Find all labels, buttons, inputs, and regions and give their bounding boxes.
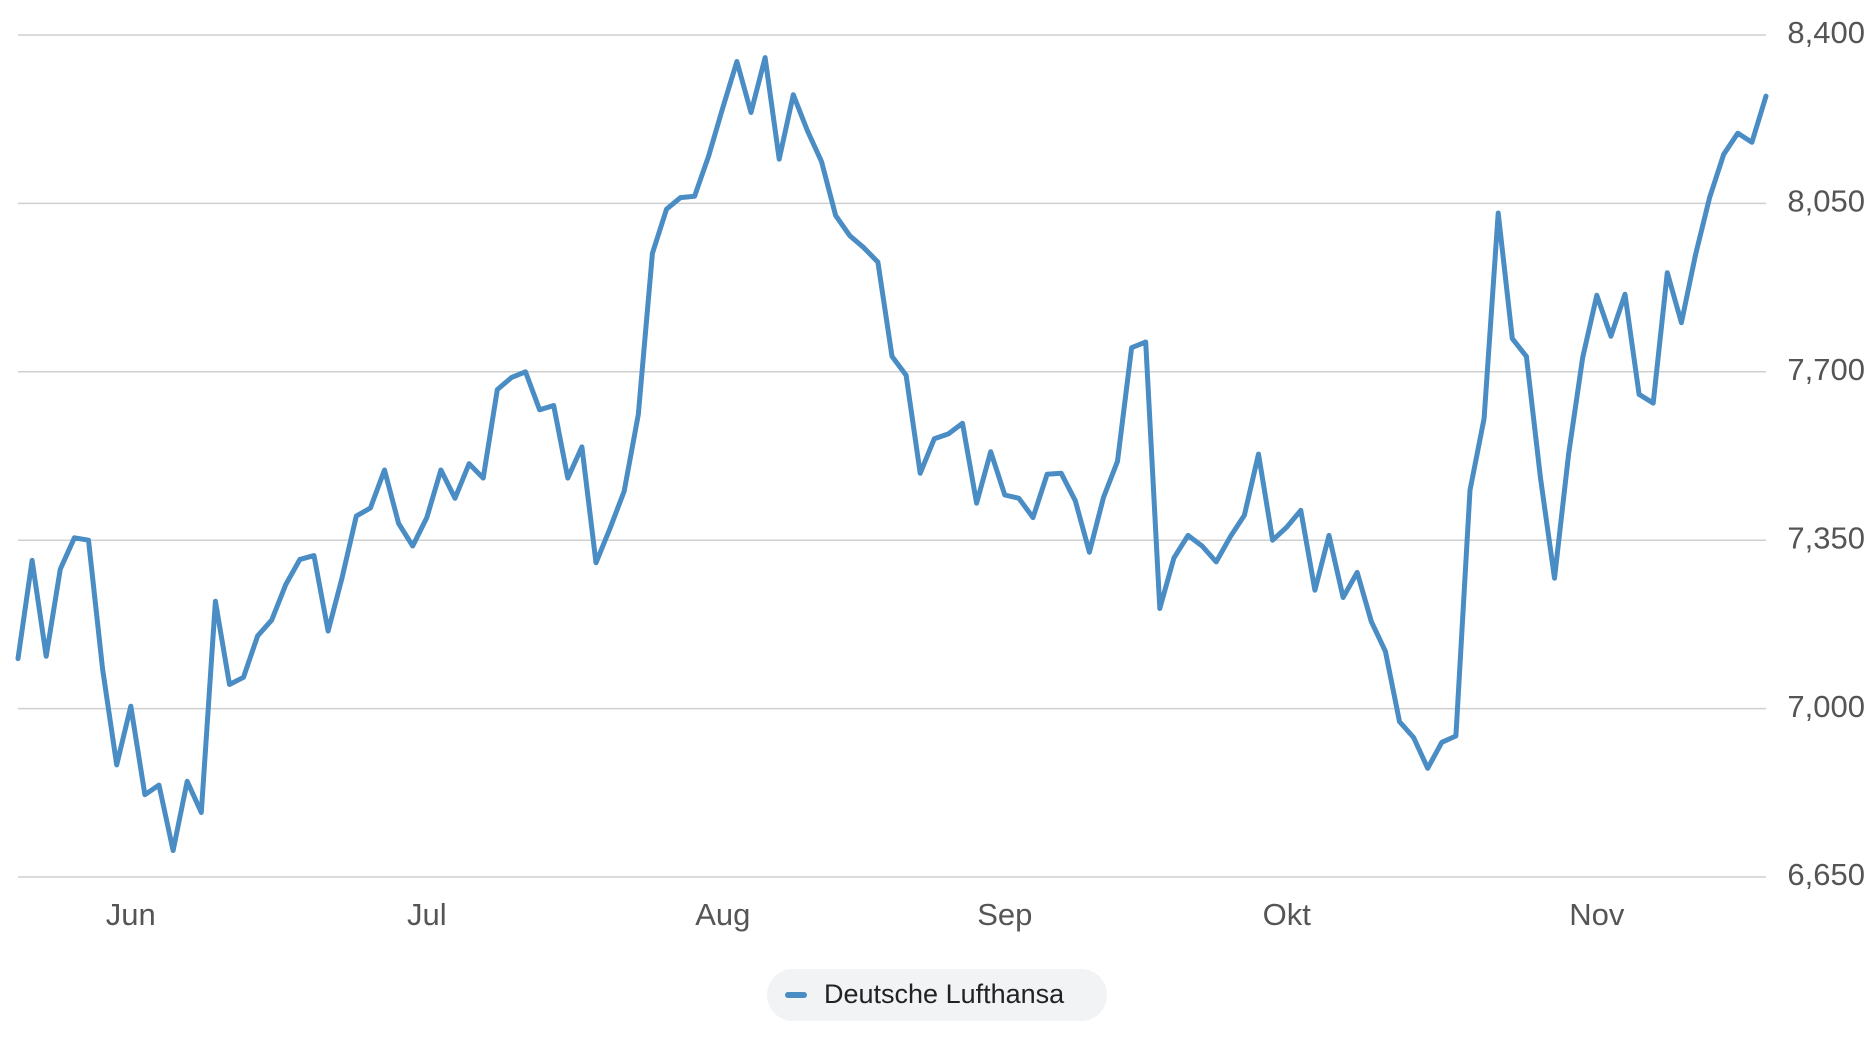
y-tick-label: 6,650: [1787, 857, 1865, 892]
legend-swatch: [785, 992, 807, 998]
x-tick-label: Jul: [407, 897, 447, 932]
y-tick-label: 7,700: [1787, 352, 1865, 387]
x-tick-label: Aug: [695, 897, 750, 932]
x-tick-label: Sep: [977, 897, 1032, 932]
x-tick-label: Jun: [106, 897, 156, 932]
x-tick-label: Okt: [1263, 897, 1312, 932]
line-series: [15, 55, 1769, 853]
y-tick-label: 7,000: [1787, 689, 1865, 724]
legend-box: [767, 969, 1107, 1021]
y-tick-label: 8,400: [1787, 15, 1865, 50]
y-tick-label: 8,050: [1787, 184, 1865, 219]
x-tick-label: Nov: [1569, 897, 1625, 932]
y-tick-label: 7,350: [1787, 520, 1865, 555]
legend-label: Deutsche Lufthansa: [824, 979, 1065, 1009]
